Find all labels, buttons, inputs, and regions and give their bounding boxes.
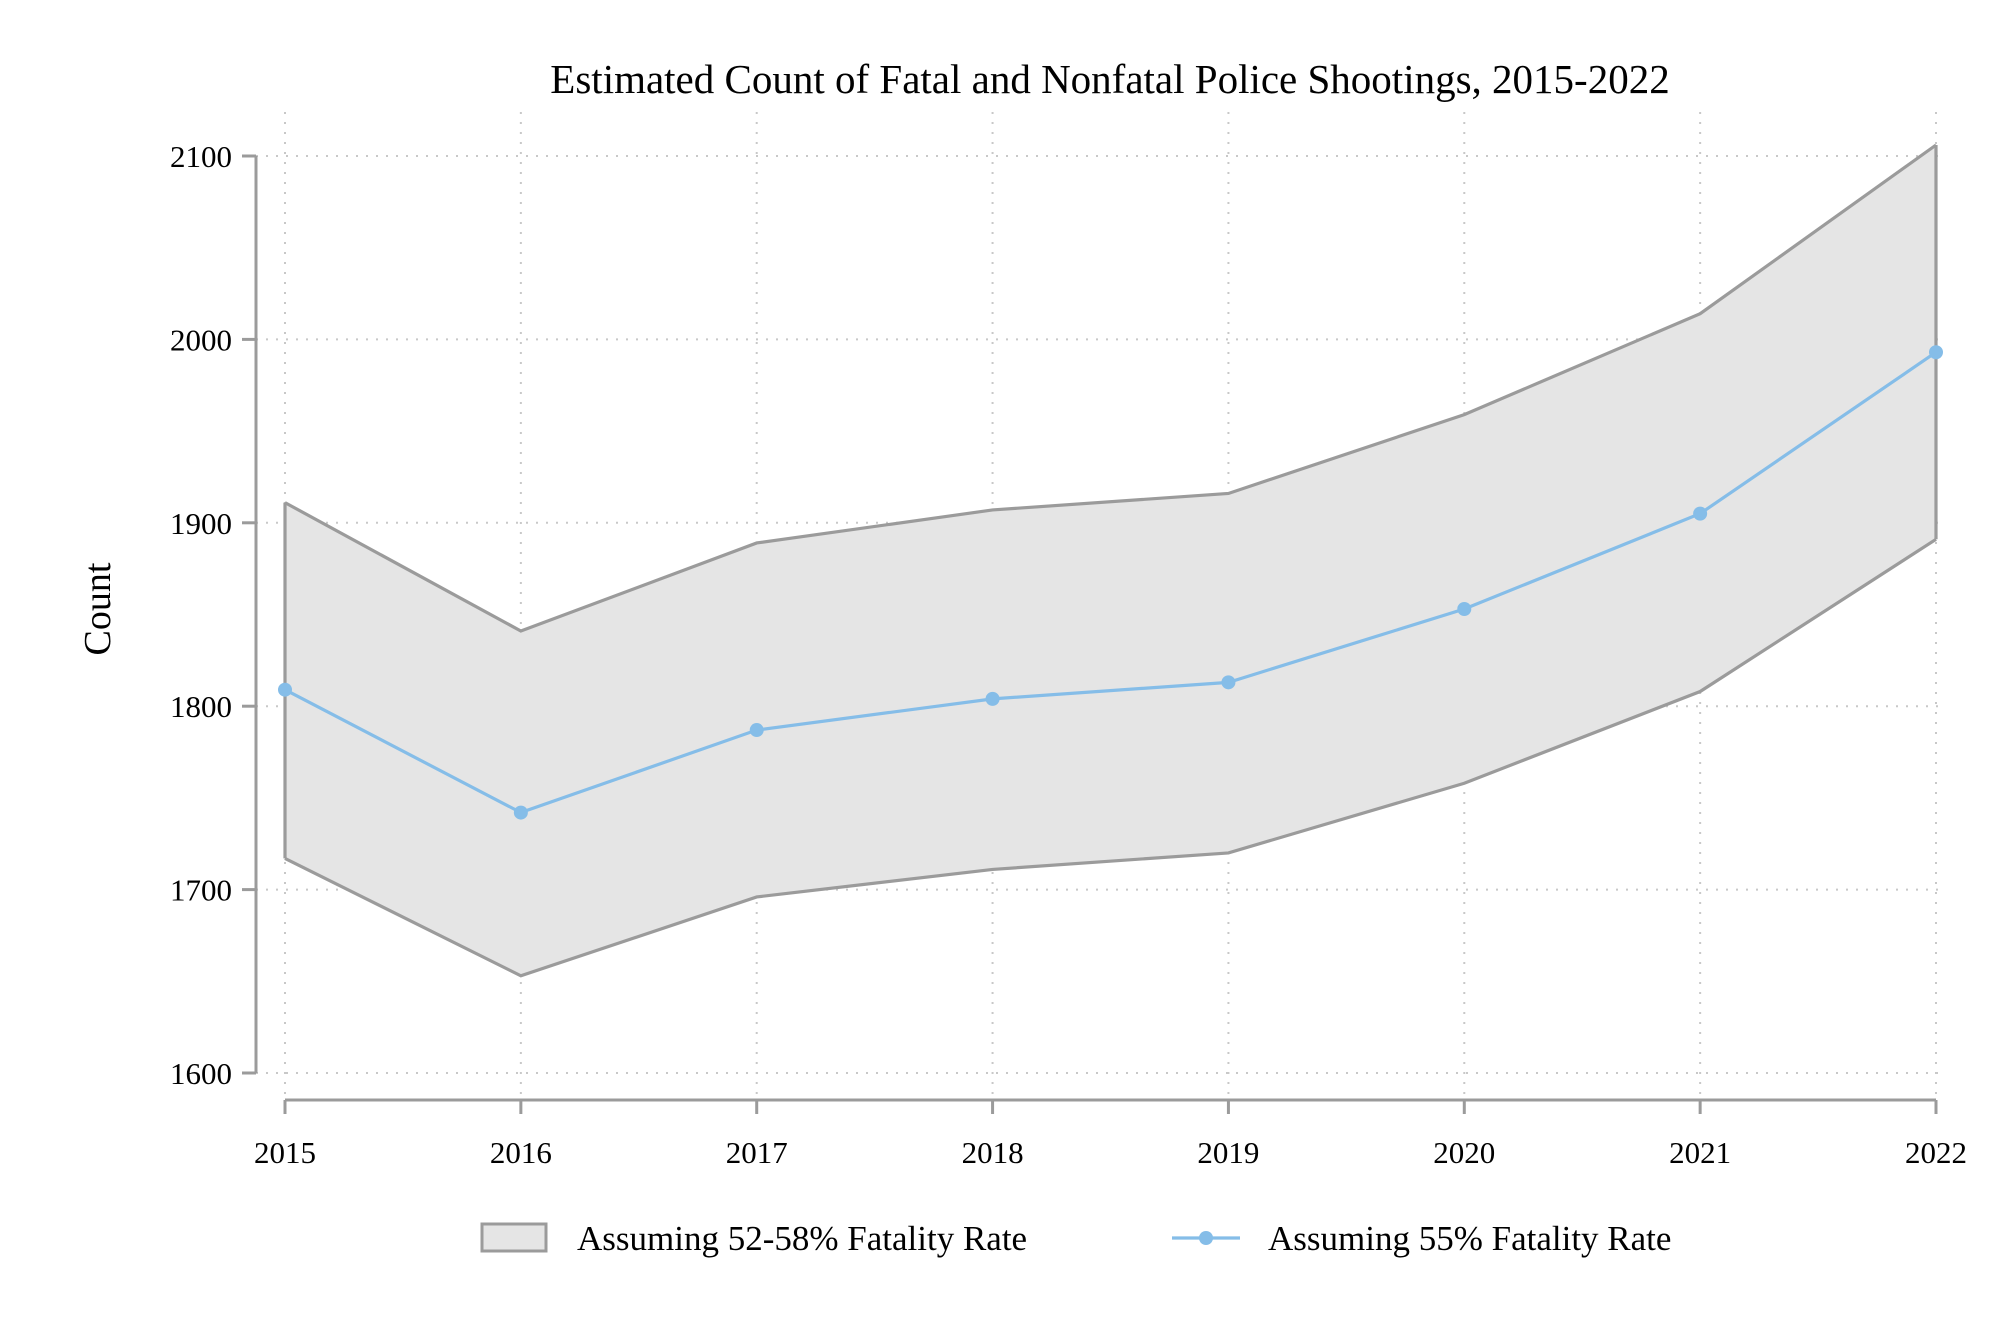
y-tick-label: 2000 (170, 322, 232, 357)
x-tick-label: 2015 (254, 1135, 316, 1170)
y-tick-label: 1900 (170, 506, 232, 541)
series-point (1221, 675, 1236, 690)
band-area (285, 144, 1936, 976)
series-point (1929, 345, 1943, 360)
legend-series-swatch-point (1199, 1231, 1213, 1245)
series-point (985, 691, 1000, 706)
axes: 1600 1700 1800 1900 2000 2100 2015 2016 2017 2018… (170, 139, 1967, 1170)
y-tick-label: 2100 (170, 139, 232, 174)
band-upper-line (284, 143, 1937, 633)
legend-band-swatch (480, 1222, 548, 1253)
x-tick-label: 2019 (1197, 1135, 1259, 1170)
series-line (284, 350, 1937, 815)
series-point (749, 723, 764, 738)
series-lines (278, 345, 1943, 820)
x-tick-label: 2020 (1433, 1135, 1495, 1170)
series-point (1457, 601, 1472, 616)
x-tick-label: 2018 (962, 1135, 1024, 1170)
y-axis-label: Count (77, 562, 119, 655)
x-tick-label: 2021 (1669, 1135, 1731, 1170)
chart-title: Estimated Count of Fatal and Nonfatal Po… (550, 56, 1669, 102)
legend: Assuming 52-58% Fatality Rate Assuming 55… (480, 1219, 1671, 1258)
x-tick-label: 2017 (726, 1135, 788, 1170)
range-band (283, 143, 1938, 978)
y-tick-label: 1700 (170, 873, 232, 908)
x-tick-label: 2022 (1905, 1135, 1967, 1170)
band-lower-line (284, 537, 1937, 978)
series-point (513, 805, 528, 820)
series-point (278, 682, 292, 697)
y-tick-label: 1800 (170, 689, 232, 724)
legend-band-label: Assuming 52-58% Fatality Rate (577, 1219, 1027, 1258)
x-tick-label: 2016 (490, 1135, 552, 1170)
series-point (1693, 506, 1708, 521)
y-tick-label: 1600 (170, 1056, 232, 1091)
legend-series-label: Assuming 55% Fatality Rate (1268, 1219, 1671, 1258)
